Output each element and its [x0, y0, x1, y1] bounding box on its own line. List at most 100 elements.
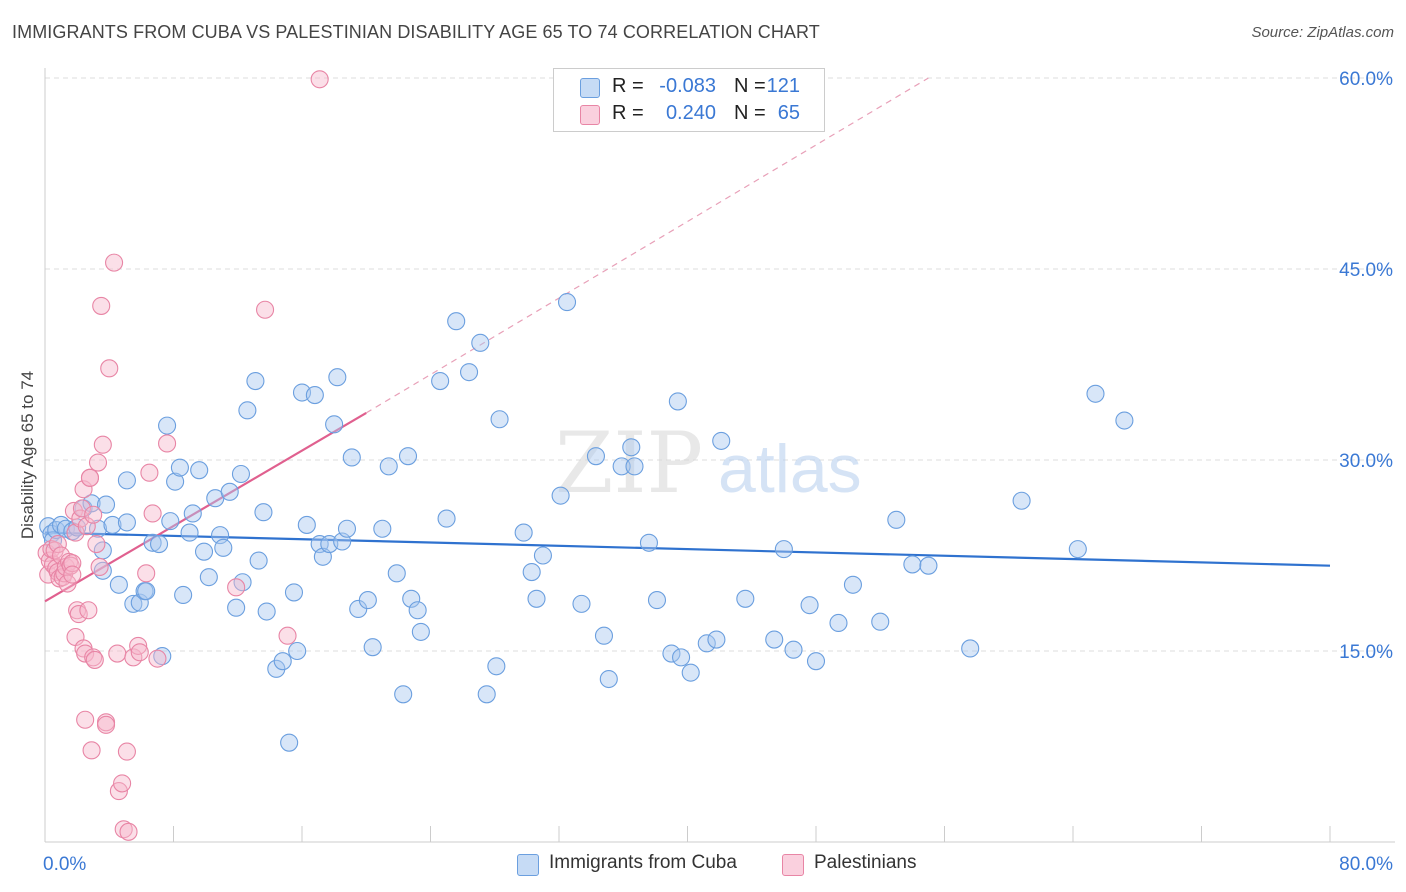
- data-point-cuba: [431, 372, 450, 391]
- data-point-cuba: [149, 534, 169, 554]
- data-point-palestinians: [58, 574, 77, 593]
- data-point-cuba: [82, 494, 101, 513]
- data-point-cuba: [408, 601, 427, 620]
- data-point-cuba: [697, 634, 716, 653]
- data-point-cuba: [47, 520, 66, 540]
- data-point-palestinians: [72, 499, 91, 518]
- data-point-cuba: [765, 630, 784, 649]
- data-point-cuba: [712, 431, 731, 450]
- data-point-cuba: [246, 372, 265, 391]
- data-point-palestinians: [84, 505, 103, 524]
- data-point-cuba: [158, 416, 177, 435]
- data-point-palestinians: [96, 715, 116, 734]
- legend-r-label: R =: [612, 75, 644, 97]
- data-point-palestinians: [278, 626, 297, 645]
- data-point-palestinians: [77, 517, 96, 536]
- data-point-palestinians: [79, 601, 98, 620]
- data-point-cuba: [117, 513, 136, 532]
- data-point-palestinians: [227, 578, 246, 597]
- legend-r-value: -0.083: [659, 75, 716, 97]
- data-point-cuba: [257, 602, 276, 621]
- data-point-cuba: [358, 591, 377, 610]
- y-tick-label: 60.0%: [1339, 69, 1393, 90]
- y-tick-label: 45.0%: [1339, 260, 1393, 281]
- data-point-cuba: [305, 386, 324, 405]
- data-point-palestinians: [114, 820, 133, 839]
- data-point-cuba: [190, 461, 209, 480]
- data-point-cuba: [599, 669, 618, 689]
- data-point-cuba: [622, 438, 641, 457]
- data-point-cuba: [254, 503, 273, 522]
- data-point-cuba: [806, 652, 826, 671]
- data-point-cuba: [143, 533, 162, 552]
- data-point-cuba: [328, 368, 347, 387]
- data-point-palestinians: [90, 557, 109, 577]
- data-point-palestinians: [113, 774, 132, 793]
- axes: [44, 68, 1395, 843]
- legend-row-palestinians: R = 0.240 N = 65: [554, 101, 824, 127]
- data-point-cuba: [170, 458, 189, 477]
- data-point-cuba: [231, 464, 251, 484]
- data-point-cuba: [325, 415, 344, 434]
- data-point-palestinians: [148, 649, 167, 668]
- data-point-cuba: [639, 533, 659, 552]
- data-point-palestinians: [119, 822, 138, 841]
- data-point-cuba: [522, 563, 541, 582]
- data-point-palestinians: [137, 564, 156, 583]
- data-point-palestinians: [76, 710, 95, 729]
- data-point-cuba: [961, 639, 980, 658]
- data-point-cuba: [249, 551, 268, 570]
- trend-lines: [44, 77, 1331, 603]
- source-label: Source: ZipAtlas.com: [1251, 24, 1394, 41]
- data-point-cuba: [557, 293, 577, 312]
- data-point-cuba: [280, 733, 299, 752]
- data-point-cuba: [829, 613, 848, 633]
- legend-n-value: 65: [777, 102, 800, 124]
- data-point-cuba: [411, 622, 430, 641]
- data-point-cuba: [1012, 491, 1031, 510]
- data-point-cuba: [161, 512, 180, 531]
- data-point-cuba: [594, 626, 614, 645]
- data-points: [37, 70, 1134, 841]
- data-point-palestinians: [82, 741, 101, 760]
- data-point-palestinians: [85, 650, 104, 669]
- data-point-cuba: [459, 363, 479, 382]
- trend-line-palestinians: [44, 411, 367, 603]
- data-point-cuba: [103, 515, 122, 534]
- data-point-cuba: [612, 457, 631, 476]
- data-point-cuba: [288, 641, 307, 661]
- correlation-legend: R = -0.083 N = 121 R = 0.240 N = 65: [553, 68, 825, 132]
- data-point-cuba: [647, 591, 667, 610]
- trend-line-cuba: [44, 531, 1331, 567]
- data-point-cuba: [337, 519, 357, 538]
- bottom-legend-swatch-cuba: [517, 854, 539, 876]
- data-point-cuba: [662, 644, 681, 663]
- data-point-cuba: [379, 457, 398, 476]
- data-point-cuba: [387, 564, 406, 583]
- data-point-palestinians: [69, 605, 88, 624]
- data-point-cuba: [487, 657, 506, 676]
- data-point-cuba: [707, 630, 726, 649]
- data-point-cuba: [194, 542, 214, 561]
- data-point-palestinians: [66, 523, 85, 542]
- data-point-cuba: [183, 504, 202, 523]
- data-point-cuba: [668, 392, 687, 411]
- data-point-cuba: [394, 685, 413, 704]
- bottom-legend-label-cuba: Immigrants from Cuba: [549, 852, 737, 873]
- data-point-cuba: [363, 638, 382, 657]
- y-tick-label: 15.0%: [1339, 642, 1393, 663]
- data-point-palestinians: [108, 644, 127, 663]
- legend-swatch-cuba: [580, 78, 600, 98]
- data-point-palestinians: [129, 636, 148, 655]
- data-point-cuba: [887, 510, 906, 529]
- data-point-cuba: [166, 472, 185, 491]
- data-point-cuba: [398, 447, 418, 466]
- data-point-cuba: [471, 333, 490, 352]
- data-point-cuba: [447, 312, 466, 331]
- legend-n-label: N =: [734, 102, 766, 124]
- data-point-cuba: [672, 648, 691, 667]
- data-point-cuba: [477, 685, 496, 704]
- data-point-cuba: [267, 659, 286, 678]
- legend-r-label: R =: [612, 102, 644, 124]
